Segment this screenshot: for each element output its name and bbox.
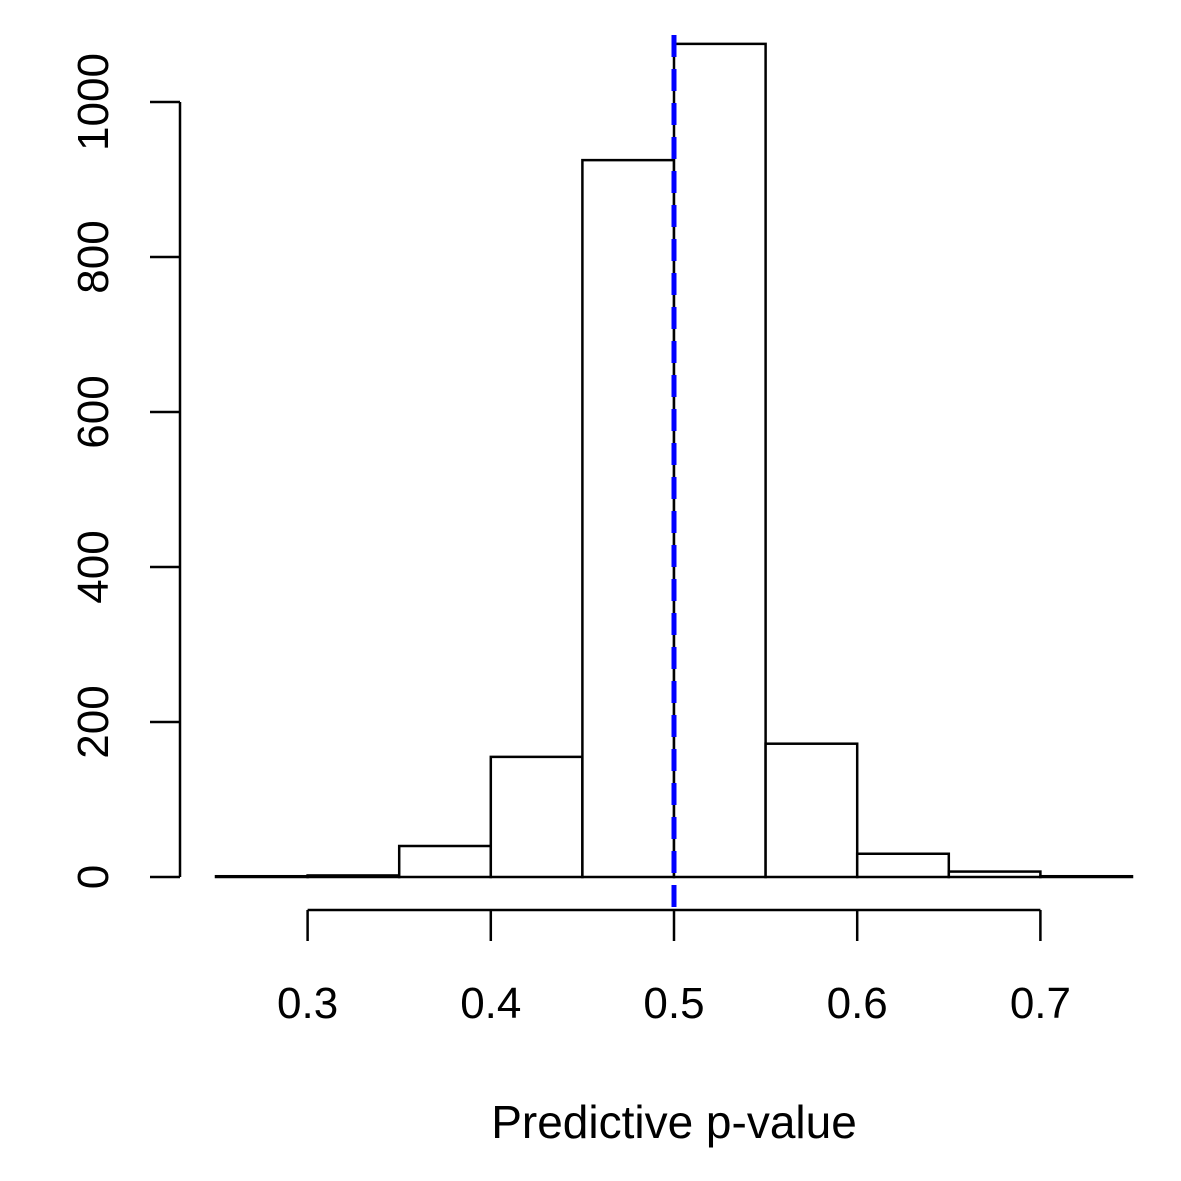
histogram-bar — [672, 42, 767, 879]
histogram-bar — [1039, 874, 1134, 879]
histogram-bar — [397, 844, 493, 879]
y-tick-label: 600 — [69, 375, 118, 448]
y-tick-label: 200 — [69, 685, 118, 758]
x-axis-title: Predictive p-value — [491, 1096, 857, 1148]
histogram-bar — [489, 755, 584, 879]
x-tick-label: 0.3 — [277, 979, 338, 1028]
y-tick-label: 800 — [69, 220, 118, 293]
histogram-bars — [214, 42, 1134, 879]
y-tick-label: 400 — [69, 530, 118, 603]
histogram-bar — [855, 852, 951, 879]
histogram-bar — [581, 158, 676, 879]
histogram-bar — [306, 874, 401, 879]
histogram-bar — [947, 870, 1042, 879]
histogram-bar — [214, 874, 309, 879]
x-tick-label: 0.5 — [643, 979, 704, 1028]
x-tick-label: 0.4 — [460, 979, 521, 1028]
x-tick-label: 0.7 — [1010, 979, 1071, 1028]
histogram-bar — [764, 742, 859, 879]
y-tick-label: 1000 — [69, 53, 118, 151]
x-axis: 0.3 0.4 0.5 0.6 0.7 — [277, 908, 1071, 1028]
x-tick-label: 0.6 — [827, 979, 888, 1028]
y-tick-label: 0 — [69, 865, 118, 889]
y-axis: 0 200 400 600 800 1000 — [69, 53, 182, 889]
